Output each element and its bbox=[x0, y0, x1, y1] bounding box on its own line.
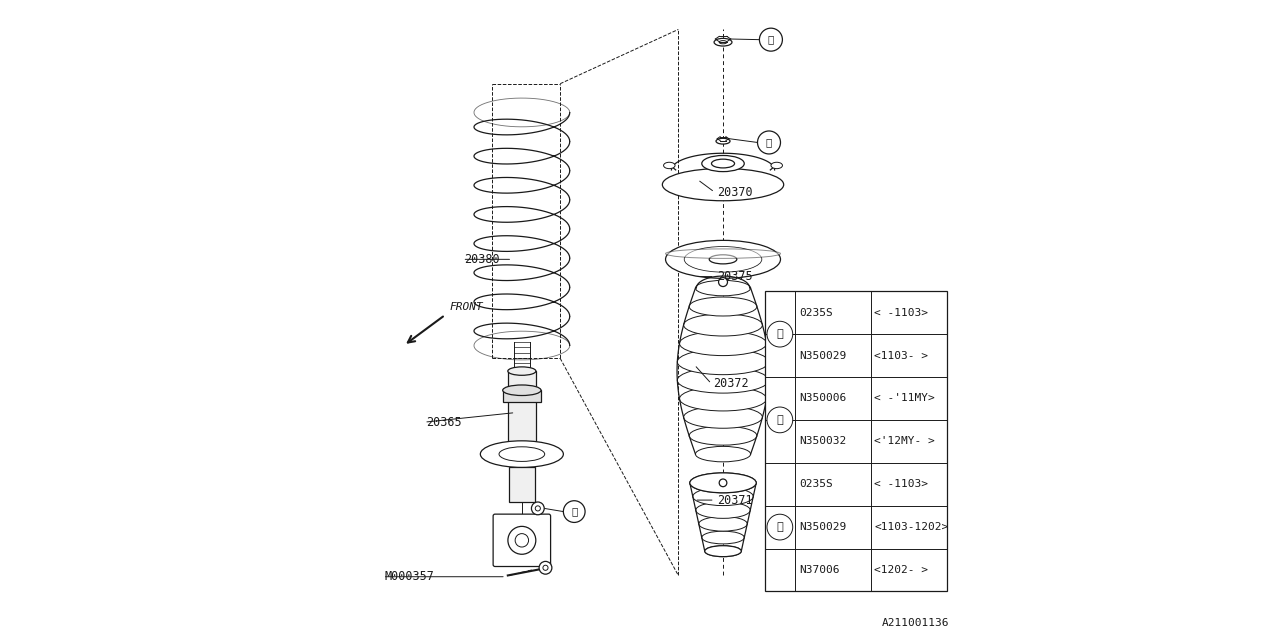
FancyBboxPatch shape bbox=[493, 514, 550, 566]
Circle shape bbox=[767, 407, 792, 433]
Ellipse shape bbox=[771, 163, 782, 169]
Text: 20365: 20365 bbox=[426, 415, 462, 429]
Ellipse shape bbox=[695, 280, 750, 296]
Ellipse shape bbox=[701, 156, 744, 172]
Text: <1103-1202>: <1103-1202> bbox=[874, 522, 948, 532]
Ellipse shape bbox=[695, 446, 750, 462]
Circle shape bbox=[759, 28, 782, 51]
Text: < -'11MY>: < -'11MY> bbox=[874, 394, 936, 403]
Ellipse shape bbox=[680, 332, 767, 356]
Circle shape bbox=[767, 321, 792, 347]
Text: 20370: 20370 bbox=[717, 186, 753, 199]
Ellipse shape bbox=[662, 168, 783, 201]
Ellipse shape bbox=[719, 40, 727, 44]
Ellipse shape bbox=[480, 441, 563, 467]
Text: <'12MY- >: <'12MY- > bbox=[874, 436, 936, 446]
Ellipse shape bbox=[684, 314, 763, 336]
Ellipse shape bbox=[701, 531, 744, 544]
Text: ③: ③ bbox=[768, 35, 774, 45]
Text: 0235S: 0235S bbox=[799, 479, 833, 489]
Text: 0235S: 0235S bbox=[799, 308, 833, 317]
Ellipse shape bbox=[677, 349, 769, 374]
Text: <1202- >: <1202- > bbox=[874, 565, 928, 575]
Text: ①: ① bbox=[765, 138, 772, 147]
FancyBboxPatch shape bbox=[764, 291, 946, 591]
Text: N350032: N350032 bbox=[799, 436, 846, 446]
Ellipse shape bbox=[705, 546, 741, 557]
Circle shape bbox=[718, 278, 727, 287]
Ellipse shape bbox=[680, 387, 767, 411]
Ellipse shape bbox=[705, 546, 741, 557]
FancyBboxPatch shape bbox=[508, 371, 536, 458]
Ellipse shape bbox=[663, 163, 675, 169]
Circle shape bbox=[515, 534, 529, 547]
Ellipse shape bbox=[712, 159, 735, 168]
Text: < -1103>: < -1103> bbox=[874, 308, 928, 317]
Circle shape bbox=[563, 500, 585, 522]
Ellipse shape bbox=[690, 473, 756, 493]
Circle shape bbox=[539, 561, 552, 574]
Text: <1103- >: <1103- > bbox=[874, 351, 928, 360]
Text: ①: ① bbox=[777, 329, 783, 339]
Ellipse shape bbox=[666, 249, 781, 259]
Text: FRONT: FRONT bbox=[449, 302, 484, 312]
Ellipse shape bbox=[508, 367, 536, 375]
Circle shape bbox=[767, 514, 792, 540]
Ellipse shape bbox=[692, 488, 753, 506]
Circle shape bbox=[719, 479, 727, 486]
Ellipse shape bbox=[699, 516, 748, 531]
Text: ②: ② bbox=[571, 507, 577, 516]
Text: N350029: N350029 bbox=[799, 351, 846, 360]
Ellipse shape bbox=[716, 138, 730, 144]
Circle shape bbox=[508, 526, 536, 554]
Text: ③: ③ bbox=[777, 522, 783, 532]
FancyBboxPatch shape bbox=[503, 390, 541, 402]
Ellipse shape bbox=[714, 38, 732, 46]
Circle shape bbox=[531, 502, 544, 515]
FancyBboxPatch shape bbox=[509, 467, 535, 502]
Ellipse shape bbox=[696, 502, 750, 518]
Text: < -1103>: < -1103> bbox=[874, 479, 928, 489]
Text: ②: ② bbox=[777, 415, 783, 425]
Text: 20380: 20380 bbox=[465, 253, 500, 266]
Circle shape bbox=[758, 131, 781, 154]
Text: N350029: N350029 bbox=[799, 522, 846, 532]
Text: 20375: 20375 bbox=[717, 270, 753, 283]
Circle shape bbox=[543, 565, 548, 570]
Ellipse shape bbox=[503, 385, 541, 396]
Ellipse shape bbox=[684, 406, 763, 428]
Circle shape bbox=[535, 506, 540, 511]
Text: A211001136: A211001136 bbox=[882, 618, 950, 628]
Ellipse shape bbox=[690, 473, 756, 493]
Ellipse shape bbox=[689, 297, 756, 316]
Ellipse shape bbox=[685, 246, 762, 272]
Text: N37006: N37006 bbox=[799, 565, 840, 575]
Ellipse shape bbox=[689, 426, 756, 445]
Ellipse shape bbox=[709, 255, 737, 264]
Ellipse shape bbox=[499, 447, 545, 461]
Ellipse shape bbox=[677, 367, 769, 393]
Text: N350006: N350006 bbox=[799, 394, 846, 403]
Text: 20371: 20371 bbox=[717, 493, 753, 507]
Text: 20372: 20372 bbox=[713, 378, 749, 390]
Text: M000357: M000357 bbox=[384, 570, 434, 583]
Ellipse shape bbox=[666, 241, 781, 278]
